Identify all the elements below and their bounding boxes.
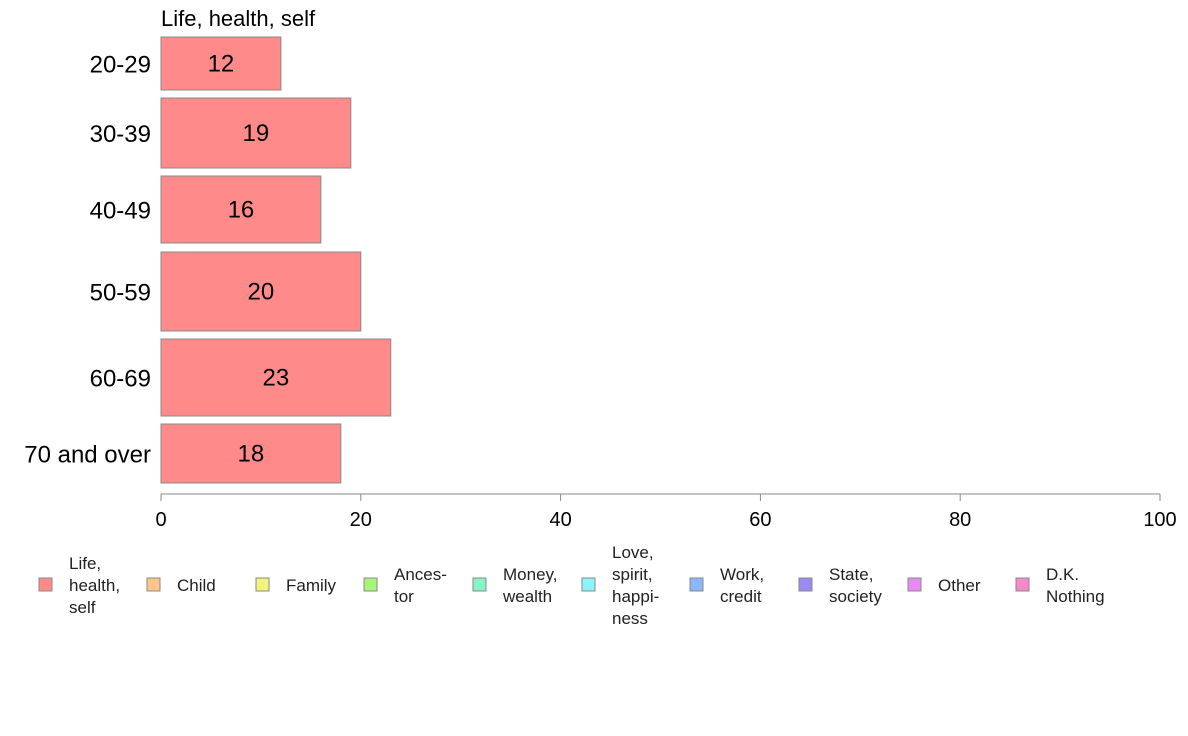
- bar-50-59: [160, 251, 362, 332]
- category-label: 60-69: [90, 366, 151, 393]
- legend-label: State, society: [829, 565, 882, 606]
- category-label: 20-29: [90, 52, 151, 79]
- bar-value-label: 12: [208, 51, 235, 78]
- legend-label: Ances-tor: [394, 565, 447, 606]
- bar-value-label: 20: [248, 279, 275, 306]
- bar-60-69: [160, 338, 392, 417]
- legend-swatch: [689, 577, 704, 592]
- category-label: 70 and over: [24, 442, 151, 469]
- legend-label: Work, credit: [720, 565, 764, 606]
- legend-swatch: [363, 577, 378, 592]
- bar-value-label: 16: [228, 197, 255, 224]
- legend-label: Money, wealth: [502, 565, 558, 606]
- legend-swatch: [472, 577, 487, 592]
- legend-swatch: [581, 577, 596, 592]
- x-tick-label: 20: [350, 509, 372, 531]
- x-tick-label: 40: [549, 509, 571, 531]
- x-tick-label: 60: [749, 509, 771, 531]
- legend-swatch: [1015, 577, 1030, 592]
- bars-group: 12 20-29 19 30-39 16 40-49 20 50-59 23 60-69 18 70 …: [24, 36, 392, 484]
- bar-30-39: [160, 97, 352, 169]
- legend-swatch: [907, 577, 922, 592]
- bar-value-label: 18: [238, 441, 265, 468]
- x-tick-label: 80: [949, 509, 971, 531]
- legend-swatch: [146, 577, 161, 592]
- category-label: 50-59: [90, 280, 151, 307]
- bar-20-29: [160, 36, 282, 91]
- bar-value-label: 19: [243, 120, 270, 147]
- bar-value-label: 23: [263, 365, 290, 392]
- legend-swatch: [798, 577, 813, 592]
- bar-70-and-over: [160, 423, 342, 484]
- category-label: 30-39: [90, 121, 151, 148]
- legend: Life, health, self Child Family Ances-tor Mone…: [38, 543, 1105, 628]
- x-tick-label: 100: [1143, 509, 1176, 531]
- x-axis: 0 20 40 60 80 100: [155, 493, 1177, 531]
- legend-label: Family: [286, 576, 337, 595]
- legend-label: Other: [938, 576, 981, 595]
- legend-label: Life, health, self: [69, 554, 120, 617]
- legend-swatch: [38, 577, 53, 592]
- chart-title: Life, health, self: [161, 6, 316, 31]
- x-tick-label: 0: [155, 509, 166, 531]
- legend-swatch: [255, 577, 270, 592]
- bar-40-49: [160, 175, 322, 244]
- legend-label: Love, spirit, happi-ness: [612, 543, 659, 628]
- legend-label: Child: [177, 576, 216, 595]
- legend-label: D.K. Nothing: [1046, 565, 1105, 606]
- category-label: 40-49: [90, 198, 151, 225]
